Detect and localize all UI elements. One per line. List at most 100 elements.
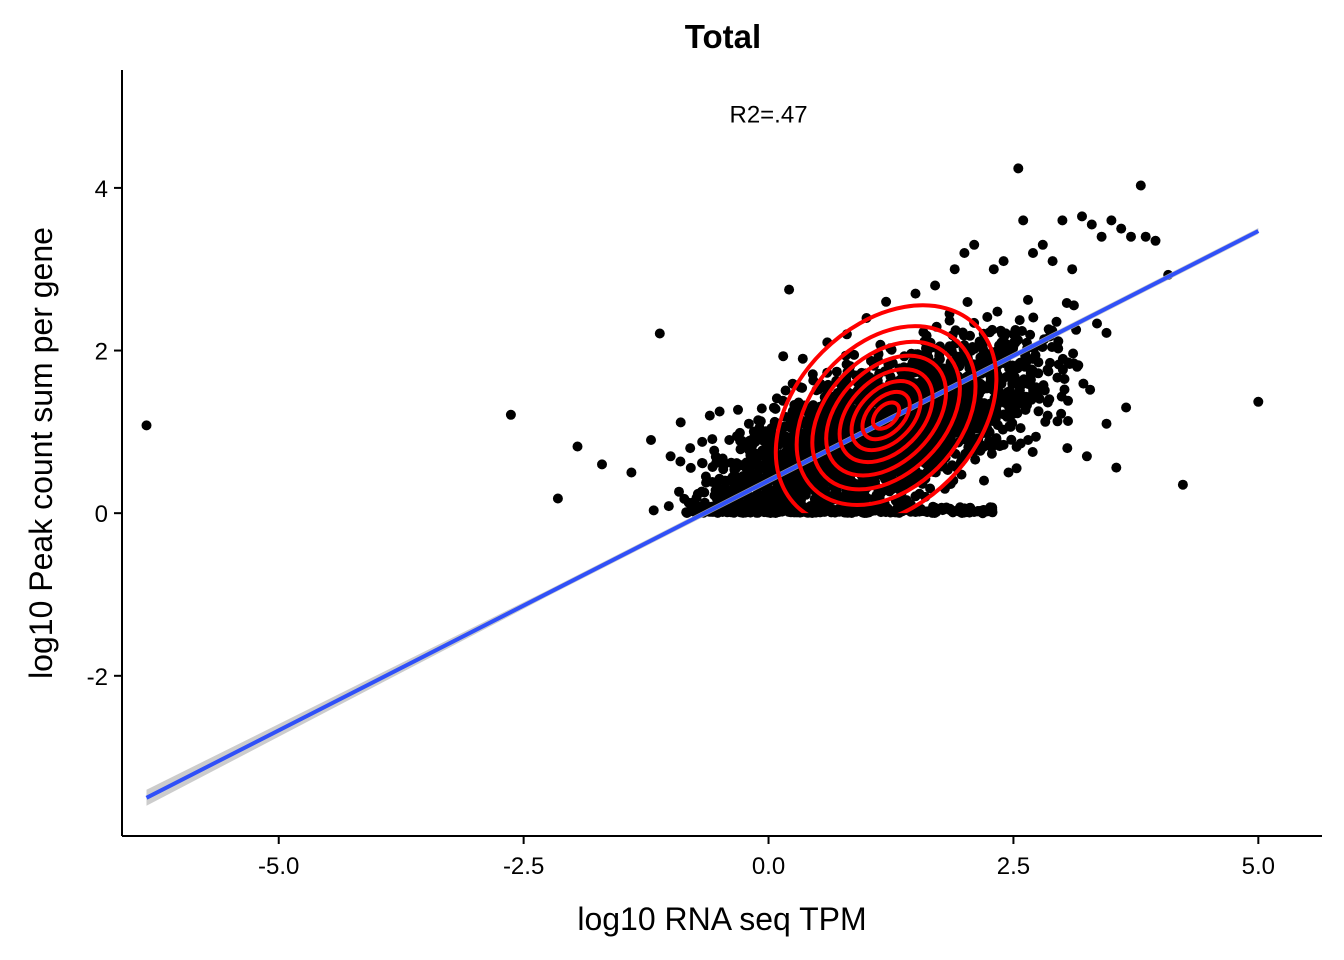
y-tick-label: 4 <box>95 176 108 203</box>
data-point <box>1086 219 1097 230</box>
x-tick-label: 2.5 <box>997 853 1030 880</box>
fit-line-layer <box>145 228 1260 806</box>
cloud-point <box>731 458 742 469</box>
density-contours <box>773 303 999 514</box>
cloud-point <box>1059 374 1070 384</box>
cloud-point <box>1027 447 1038 457</box>
cloud-point <box>786 452 797 463</box>
cloud-point <box>978 505 989 516</box>
cloud-point <box>1057 364 1068 375</box>
data-point <box>1106 215 1117 226</box>
cloud-point <box>718 464 729 475</box>
cloud-point <box>717 456 727 467</box>
data-point <box>1018 215 1029 226</box>
cloud-point <box>1028 312 1039 323</box>
data-point <box>881 296 892 307</box>
data-point <box>1126 231 1136 242</box>
x-tick-label: 0.0 <box>752 853 785 880</box>
x-axis-ticks: -5.0 -2.5 0.0 2.5 5.0 <box>258 836 1275 880</box>
data-point <box>797 353 808 364</box>
data-point <box>1177 479 1188 490</box>
cloud-point <box>1000 398 1011 408</box>
cloud-point <box>800 489 811 500</box>
cloud-point <box>1023 294 1033 305</box>
fit-line <box>145 229 1260 800</box>
chart-title: Total <box>685 18 761 55</box>
cloud-point <box>962 297 973 307</box>
cloud-point <box>675 456 686 467</box>
cloud-point <box>925 483 936 494</box>
cloud-point <box>709 490 720 501</box>
cloud-point <box>942 464 953 475</box>
cloud-point <box>976 352 987 363</box>
data-point <box>1037 239 1048 250</box>
cloud-point <box>761 487 772 498</box>
contour-group <box>773 303 999 514</box>
cloud-point <box>884 486 895 497</box>
data-point <box>714 406 725 417</box>
cloud-point <box>1032 390 1043 400</box>
cloud-point <box>876 487 887 498</box>
cloud-point <box>787 408 798 419</box>
data-point <box>1047 256 1058 267</box>
data-point <box>1140 231 1151 242</box>
data-point <box>1067 264 1078 275</box>
cloud-point <box>756 403 767 414</box>
cloud-point <box>663 501 674 512</box>
cloud-point <box>697 458 708 469</box>
cloud-point <box>1068 348 1079 359</box>
data-point <box>1042 410 1053 421</box>
data-point <box>1121 402 1132 413</box>
cloud-point <box>780 385 791 396</box>
cloud-point <box>1007 368 1018 379</box>
cloud-point <box>648 505 659 516</box>
cloud-point <box>986 448 997 459</box>
data-point <box>704 410 715 421</box>
cloud-point <box>957 327 968 338</box>
data-point <box>910 288 921 299</box>
cloud-point <box>740 502 751 513</box>
cloud-point <box>752 468 763 479</box>
cloud-point <box>992 306 1003 317</box>
cloud-point <box>1042 397 1053 408</box>
cloud-point <box>762 507 773 518</box>
data-point <box>626 467 637 478</box>
cloud-point <box>1085 384 1096 395</box>
data-point <box>552 493 563 504</box>
data-point <box>979 475 989 486</box>
data-point <box>1116 223 1127 234</box>
cloud-point <box>1056 408 1067 419</box>
cloud-point <box>1047 342 1057 352</box>
cloud-point <box>701 477 712 488</box>
cloud-point <box>1015 438 1026 449</box>
cloud-point <box>997 328 1007 339</box>
data-point <box>763 426 774 437</box>
data-point <box>1008 329 1019 340</box>
cloud-point <box>720 475 730 486</box>
cloud-point <box>894 480 905 491</box>
data-point <box>685 443 696 454</box>
cloud-point <box>825 503 836 514</box>
data-point <box>505 409 516 420</box>
cloud-point <box>832 451 843 462</box>
data-point <box>597 459 607 470</box>
data-point <box>1023 435 1034 445</box>
data-point <box>1077 211 1087 222</box>
cloud-point <box>914 358 925 369</box>
cloud-point <box>707 434 718 445</box>
data-point <box>1253 396 1264 407</box>
cloud-point <box>994 441 1005 452</box>
cloud-point <box>941 412 952 423</box>
data-point <box>1028 248 1038 258</box>
cloud-point <box>1007 343 1018 354</box>
cloud-point <box>807 402 818 413</box>
cloud-point <box>1007 397 1018 408</box>
contour-level <box>849 379 923 453</box>
cloud-point <box>729 507 739 518</box>
cloud-point <box>759 451 770 462</box>
cloud-point <box>807 369 818 380</box>
cloud-point <box>718 484 729 495</box>
cloud-point <box>1014 359 1025 370</box>
data-point <box>1135 180 1146 191</box>
y-axis-ticks: -2 0 2 4 <box>87 176 122 691</box>
